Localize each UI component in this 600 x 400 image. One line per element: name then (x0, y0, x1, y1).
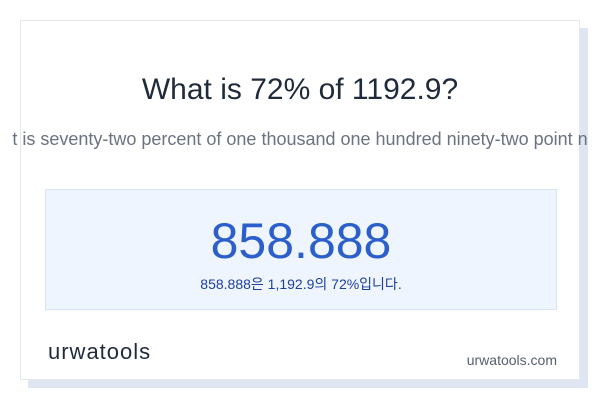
result-value: 858.888 (210, 213, 392, 269)
logo[interactable]: urwatools (48, 339, 152, 364)
title: What is 72% of 1192.9? (141, 73, 459, 106)
subtitle: t is seventy-two percent of one thousand… (12, 129, 588, 149)
site-link[interactable]: urwatools.com (466, 352, 557, 368)
result-box: 858.888 858.888은 1,192.9의 72%입니다. (45, 189, 557, 310)
result-sentence: 858.888은 1,192.9의 72%입니다. (200, 276, 402, 292)
card: What is 72% of 1192.9? t is seventy-two … (12, 20, 588, 380)
